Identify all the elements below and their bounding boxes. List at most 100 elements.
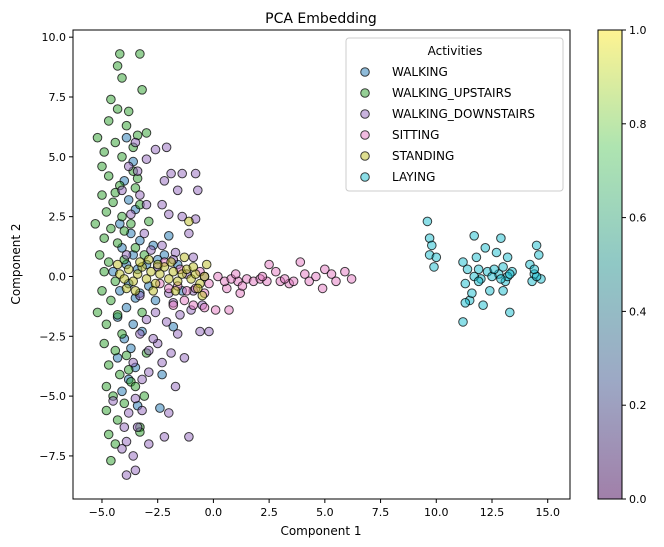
legend-label: SITTING (392, 128, 439, 142)
y-tick-label: 5.0 (49, 151, 67, 164)
scatter-point-walking (135, 235, 145, 246)
scatter-point-walking-upstairs (115, 369, 125, 380)
legend-marker (360, 88, 370, 98)
scatter-point-walking-downstairs (130, 465, 141, 476)
scatter-point-walking-downstairs (128, 357, 138, 368)
x-tick-label: −5.0 (89, 506, 116, 519)
scatter-point-walking-downstairs (195, 326, 205, 337)
scatter-point-standing (199, 271, 210, 282)
scatter-point-sitting (311, 271, 321, 282)
scatter-point-sitting (213, 271, 223, 282)
scatter-point-walking-upstairs (110, 439, 121, 449)
scatter-point-walking-downstairs (166, 348, 176, 358)
scatter-point-walking-downstairs (135, 329, 145, 339)
legend-marker (360, 172, 370, 182)
legend-title: Activities (428, 44, 483, 58)
scatter-point-laying (460, 298, 471, 308)
scatter-point-walking-downstairs (135, 190, 145, 200)
scatter-points (90, 49, 546, 480)
y-axis-label: Component 2 (9, 223, 23, 304)
scatter-point-standing (121, 283, 132, 294)
colorbar-tick-label: 1.0 (629, 24, 647, 37)
colorbar-ticks: 0.0 0.2 0.4 0.6 0.8 1.0 (622, 24, 647, 506)
scatter-point-walking-downstairs (172, 329, 183, 339)
scatter-point-standing (144, 254, 154, 265)
scatter-point-walking-upstairs (112, 310, 123, 320)
scatter-point-laying (458, 317, 468, 327)
scatter-point-laying (485, 286, 495, 296)
scatter-point-walking-downstairs (177, 168, 187, 179)
scatter-point-walking-downstairs (117, 185, 127, 196)
scatter-point-laying (469, 231, 480, 241)
scatter-point-walking-upstairs (101, 381, 112, 392)
scatter-point-walking (150, 295, 161, 306)
scatter-point-walking-downstairs (177, 211, 187, 222)
scatter-point-walking-downstairs (188, 252, 199, 263)
scatter-point-laying (480, 243, 491, 253)
scatter-point-walking-upstairs (121, 120, 132, 131)
scatter-point-walking (168, 321, 179, 332)
scatter-point-laying (467, 288, 477, 299)
scatter-point-walking (164, 231, 174, 241)
scatter-point-standing (155, 269, 165, 279)
scatter-point-walking-upstairs (94, 250, 105, 260)
scatter-point-laying (462, 264, 473, 275)
legend-label: WALKING_UPSTAIRS (392, 86, 512, 100)
scatter-point-walking-upstairs (101, 319, 112, 330)
scatter-point-walking-downstairs (172, 185, 183, 196)
legend-marker (360, 130, 370, 140)
scatter-point-sitting (300, 269, 310, 279)
scatter-point-walking-downstairs (121, 470, 132, 480)
scatter-point-standing (132, 269, 143, 279)
scatter-point-walking-downstairs (141, 199, 152, 210)
scatter-point-walking-upstairs (110, 345, 121, 356)
y-tick-label: 0.0 (49, 270, 67, 283)
scatter-point-laying (496, 274, 506, 284)
scatter-point-laying (429, 262, 439, 272)
scatter-point-walking-upstairs (110, 137, 121, 148)
scatter-point-walking-upstairs (123, 365, 134, 375)
scatter-point-walking-downstairs (161, 142, 172, 153)
scatter-point-standing (197, 290, 208, 301)
scatter-point-walking-downstairs (164, 408, 174, 418)
x-tick-label: 15.0 (535, 506, 560, 519)
scatter-point-walking (117, 386, 127, 397)
scatter-point-walking-upstairs (103, 171, 114, 181)
scatter-point-sitting (346, 274, 357, 284)
scatter-point-sitting (199, 302, 210, 313)
scatter-point-laying (460, 278, 471, 289)
scatter-point-walking-upstairs (99, 338, 109, 349)
scatter-point-laying (531, 240, 542, 251)
scatter-point-walking-upstairs (106, 295, 116, 306)
scatter-point-walking-upstairs (144, 216, 154, 227)
scatter-point-laying (471, 252, 482, 263)
scatter-point-sitting (168, 300, 179, 311)
scatter-point-walking-upstairs (106, 223, 116, 234)
scatter-point-walking-upstairs (101, 405, 112, 416)
scatter-point-walking-upstairs (117, 73, 127, 83)
y-tick-label: 7.5 (49, 91, 67, 104)
scatter-point-walking-downstairs (128, 451, 138, 461)
legend-label: STANDING (392, 149, 454, 163)
scatter-point-walking-upstairs (103, 360, 114, 370)
scatter-point-standing (130, 286, 141, 296)
scatter-point-standing (201, 259, 212, 270)
legend-entries: WALKING WALKING_UPSTAIRS WALKING_DOWNSTAIR… (360, 65, 535, 184)
scatter-point-laying (478, 300, 488, 311)
scatter-point-sitting (317, 283, 328, 294)
scatter-point-sitting (210, 305, 221, 315)
scatter-point-walking-downstairs (193, 185, 203, 196)
chart-title: PCA Embedding (265, 11, 377, 27)
scatter-point-sitting (230, 269, 241, 279)
legend-label: WALKING_DOWNSTAIRS (392, 107, 535, 121)
legend-label: LAYING (392, 170, 435, 184)
scatter-point-walking-downstairs (141, 314, 152, 325)
scatter-point-walking-downstairs (157, 357, 167, 368)
scatter-point-walking-upstairs (97, 161, 107, 172)
scatter-point-sitting (179, 295, 190, 306)
legend-marker (360, 67, 370, 77)
scatter-point-standing (119, 274, 130, 284)
scatter-point-walking-upstairs (110, 276, 121, 287)
scatter-point-walking-downstairs (130, 137, 141, 148)
scatter-point-laying (473, 276, 484, 287)
